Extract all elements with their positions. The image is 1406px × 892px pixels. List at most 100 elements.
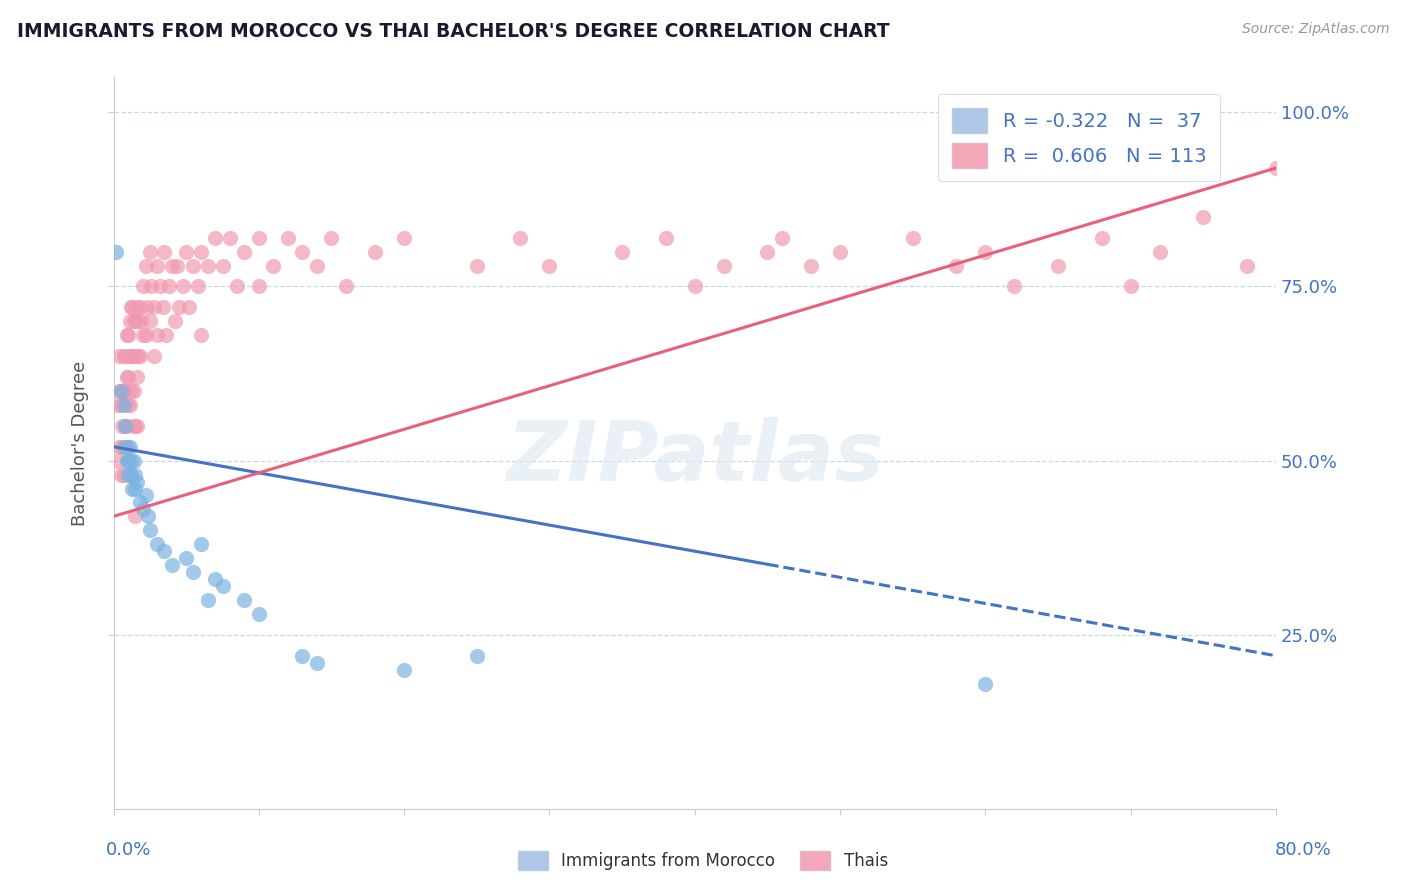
Point: [167, 301, 190, 315]
Point: [153, 544, 176, 558]
Point: [115, 328, 138, 343]
Point: [138, 509, 160, 524]
Point: [131, 328, 153, 343]
Point: [183, 259, 205, 273]
Point: [172, 279, 194, 293]
Point: [901, 230, 924, 244]
Point: [124, 482, 146, 496]
Point: [112, 349, 135, 363]
Point: [146, 537, 169, 551]
Point: [177, 301, 200, 315]
Point: [125, 301, 148, 315]
Point: [305, 259, 328, 273]
Point: [149, 279, 172, 293]
Text: Source: ZipAtlas.com: Source: ZipAtlas.com: [1241, 22, 1389, 37]
Point: [124, 509, 146, 524]
Point: [110, 467, 132, 482]
Point: [146, 259, 169, 273]
Point: [120, 453, 142, 467]
Point: [828, 244, 851, 259]
Point: [153, 244, 176, 259]
Point: [187, 279, 209, 293]
Point: [118, 398, 141, 412]
Point: [118, 314, 141, 328]
Point: [247, 279, 270, 293]
Point: [465, 259, 488, 273]
Point: [114, 440, 136, 454]
Point: [114, 418, 136, 433]
Point: [120, 467, 142, 482]
Point: [117, 328, 139, 343]
Point: [124, 314, 146, 328]
Point: [1119, 279, 1142, 293]
Point: [112, 384, 135, 398]
Point: [174, 244, 197, 259]
Point: [112, 467, 135, 482]
Point: [226, 279, 249, 293]
Point: [122, 314, 145, 328]
Point: [800, 259, 823, 273]
Point: [247, 607, 270, 621]
Point: [112, 440, 135, 454]
Point: [160, 259, 183, 273]
Point: [945, 259, 967, 273]
Point: [1265, 161, 1288, 175]
Point: [364, 244, 387, 259]
Point: [1149, 244, 1171, 259]
Point: [166, 259, 188, 273]
Point: [143, 349, 166, 363]
Point: [112, 398, 135, 412]
Point: [105, 244, 128, 259]
Point: [143, 301, 166, 315]
Point: [509, 230, 531, 244]
Point: [121, 301, 143, 315]
Point: [117, 453, 139, 467]
Point: [120, 384, 142, 398]
Point: [108, 349, 131, 363]
Point: [538, 259, 561, 273]
Text: IMMIGRANTS FROM MOROCCO VS THAI BACHELOR'S DEGREE CORRELATION CHART: IMMIGRANTS FROM MOROCCO VS THAI BACHELOR…: [17, 22, 890, 41]
Point: [211, 579, 233, 593]
Point: [157, 279, 180, 293]
Point: [122, 418, 145, 433]
Point: [134, 488, 156, 502]
Point: [756, 244, 779, 259]
Point: [117, 440, 139, 454]
Point: [1236, 259, 1258, 273]
Point: [114, 384, 136, 398]
Point: [277, 230, 299, 244]
Point: [1002, 279, 1025, 293]
Point: [114, 349, 136, 363]
Point: [131, 279, 153, 293]
Point: [204, 230, 226, 244]
Point: [392, 663, 415, 677]
Point: [117, 467, 139, 482]
Point: [321, 230, 343, 244]
Point: [770, 230, 793, 244]
Text: 80.0%: 80.0%: [1275, 840, 1331, 858]
Point: [174, 551, 197, 566]
Point: [118, 349, 141, 363]
Point: [120, 349, 142, 363]
Point: [111, 418, 134, 433]
Point: [128, 349, 150, 363]
Point: [128, 301, 150, 315]
Point: [197, 259, 219, 273]
Point: [127, 349, 149, 363]
Text: 0.0%: 0.0%: [105, 840, 150, 858]
Point: [155, 328, 177, 343]
Point: [1090, 230, 1112, 244]
Point: [190, 328, 212, 343]
Point: [305, 656, 328, 670]
Point: [110, 398, 132, 412]
Point: [683, 279, 706, 293]
Point: [107, 398, 129, 412]
Point: [160, 558, 183, 573]
Point: [139, 244, 162, 259]
Point: [122, 453, 145, 467]
Point: [110, 384, 132, 398]
Point: [118, 440, 141, 454]
Point: [654, 230, 676, 244]
Point: [107, 453, 129, 467]
Point: [136, 301, 159, 315]
